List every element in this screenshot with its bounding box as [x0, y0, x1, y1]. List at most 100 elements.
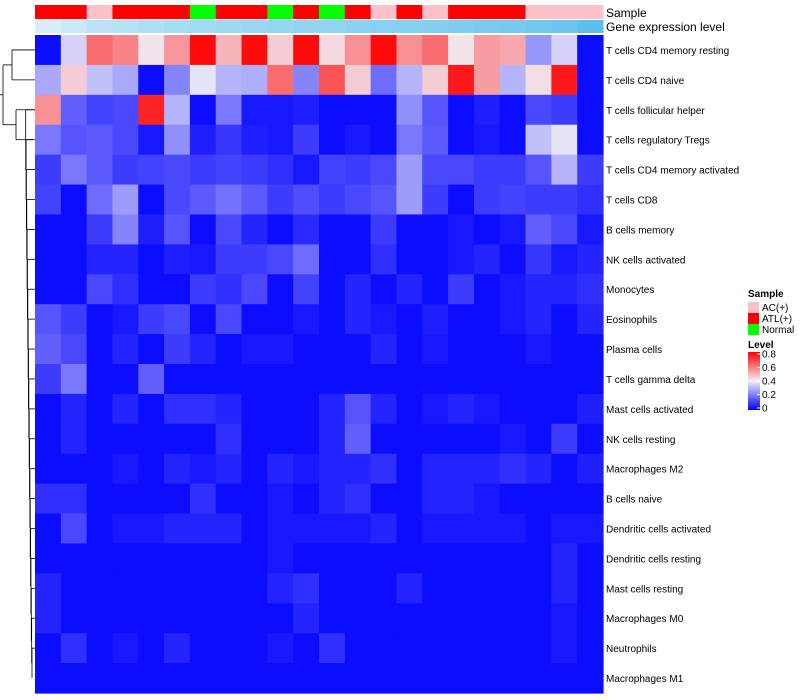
heatmap-cell — [473, 94, 501, 126]
heatmap-cell — [499, 573, 527, 604]
heatmap-cell — [293, 304, 320, 335]
heatmap-cell — [189, 513, 217, 545]
sample-track-cell — [577, 5, 604, 19]
heatmap-cell — [499, 453, 527, 485]
heatmap-cell — [35, 124, 62, 156]
heatmap-cell — [499, 334, 527, 365]
heatmap-cell — [189, 633, 217, 664]
heatmap-cell — [422, 334, 449, 365]
heatmap-cell — [551, 633, 578, 664]
heatmap-cell — [293, 573, 320, 604]
heatmap-cell — [344, 483, 372, 515]
heatmap-cell — [86, 304, 114, 335]
heatmap-cell — [344, 64, 372, 96]
heatmap-cell — [267, 603, 294, 634]
heatmap-cell — [164, 244, 191, 275]
heatmap-cell — [112, 543, 139, 574]
heatmap-cell — [112, 483, 139, 515]
heatmap-cell — [525, 513, 552, 545]
heatmap-cell — [241, 663, 268, 694]
heatmap-cell — [448, 214, 475, 245]
heatmap-cell — [293, 393, 320, 425]
heatmap-cell — [164, 633, 191, 664]
heatmap-cell — [138, 573, 165, 604]
heatmap-cell — [551, 64, 578, 96]
heatmap-cell — [215, 154, 243, 186]
sample-track-cell — [344, 5, 372, 19]
heatmap-cell — [86, 334, 114, 365]
heatmap-cell — [344, 453, 372, 485]
gene-track-cell — [448, 20, 475, 33]
sample-track-cell — [164, 5, 191, 19]
heatmap-cell — [138, 274, 165, 305]
legend-tick-label: 0 — [762, 404, 768, 415]
heatmap-cell — [112, 94, 139, 126]
row-label: T cells regulatory Tregs — [606, 136, 710, 147]
sample-track-cell — [189, 5, 217, 19]
heatmap-cell — [396, 633, 423, 664]
heatmap-cell — [525, 94, 552, 126]
heatmap-cell — [60, 35, 88, 66]
heatmap-cell — [86, 274, 114, 305]
gene-track-cell — [577, 20, 604, 33]
legend-tick-label: 0.4 — [762, 377, 776, 388]
heatmap-cell — [551, 274, 578, 305]
heatmap-cell — [164, 364, 191, 395]
heatmap-cell — [551, 663, 578, 694]
legend-label: AC(+) — [762, 303, 788, 314]
heatmap-cell — [319, 603, 346, 634]
heatmap-cell — [86, 423, 114, 455]
heatmap-cell — [86, 453, 114, 485]
heatmap-cell — [396, 513, 423, 545]
heatmap-cell — [164, 393, 191, 425]
heatmap-cell — [370, 154, 398, 186]
row-label: T cells gamma delta — [606, 375, 696, 386]
heatmap-cell — [60, 154, 88, 186]
heatmap-cell — [448, 304, 475, 335]
heatmap-cell — [319, 184, 346, 216]
legend-label: Normal — [762, 325, 794, 336]
heatmap-cell — [35, 184, 62, 216]
heatmap-cell — [319, 543, 346, 574]
heatmap-cell — [189, 244, 217, 275]
heatmap-cell — [293, 64, 320, 96]
heatmap-cell — [112, 274, 139, 305]
heatmap-cell — [215, 304, 243, 335]
heatmap-cell — [86, 543, 114, 574]
heatmap-cell — [370, 393, 398, 425]
legend-swatch — [748, 324, 759, 335]
heatmap-cell — [112, 663, 139, 694]
heatmap-cell — [370, 453, 398, 485]
sample-track-cell — [241, 5, 268, 19]
heatmap-cell — [189, 334, 217, 365]
heatmap-cell — [35, 364, 62, 395]
heatmap-cell — [138, 543, 165, 574]
heatmap-cell — [551, 573, 578, 604]
heatmap-cell — [344, 124, 372, 156]
heatmap-cell — [396, 35, 423, 66]
heatmap-cell — [319, 334, 346, 365]
heatmap-cell — [473, 35, 501, 66]
legend-tick-label: 0.2 — [762, 390, 776, 401]
gene-track-cell — [293, 20, 320, 33]
heatmap-cell — [525, 393, 552, 425]
heatmap-cell — [473, 543, 501, 574]
heatmap-cell — [344, 364, 372, 395]
heatmap-cell — [35, 633, 62, 664]
heatmap-cell — [86, 184, 114, 216]
heatmap-cell — [499, 154, 527, 186]
heatmap-cell — [344, 274, 372, 305]
heatmap-cell — [60, 304, 88, 335]
heatmap-cell — [35, 513, 62, 545]
heatmap-cell — [293, 214, 320, 245]
heatmap-cell — [577, 214, 604, 245]
heatmap-cell — [473, 244, 501, 275]
heatmap-cell — [422, 453, 449, 485]
heatmap-cell — [551, 423, 578, 455]
heatmap-cell — [189, 603, 217, 634]
heatmap-cell — [267, 334, 294, 365]
heatmap-cell — [319, 154, 346, 186]
heatmap-cell — [60, 124, 88, 156]
heatmap-cell — [189, 573, 217, 604]
heatmap-cell — [370, 483, 398, 515]
